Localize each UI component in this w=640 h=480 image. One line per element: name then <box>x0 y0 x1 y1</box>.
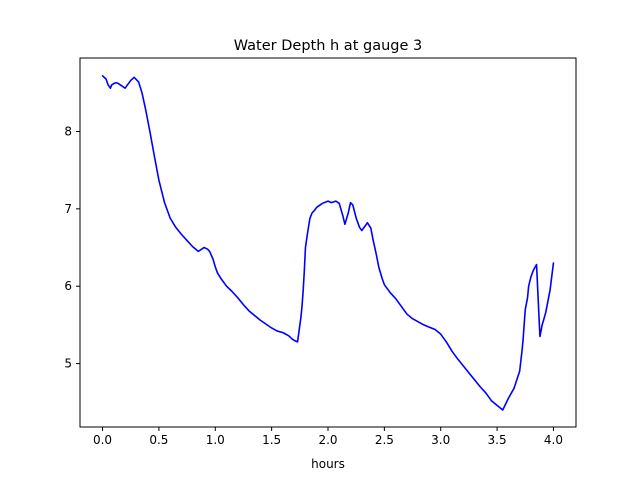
x-tick-label: 1.5 <box>262 433 281 447</box>
axis-ticks: 0.0 0.5 1.0 1.5 2.0 2.5 3.0 3.5 4.0 5 6 7 8 <box>64 124 563 447</box>
plot-frame <box>79 57 577 428</box>
y-tick-label: 6 <box>64 279 72 293</box>
x-tick-label: 0.0 <box>93 433 112 447</box>
x-tick-label: 2.0 <box>318 433 337 447</box>
x-tick-label: 3.0 <box>431 433 450 447</box>
y-tick-label: 8 <box>64 124 72 138</box>
x-axis-label: hours <box>311 457 345 471</box>
plot-area <box>101 74 555 411</box>
y-tick-label: 5 <box>64 357 72 371</box>
x-tick-label: 3.5 <box>488 433 507 447</box>
chart-title: Water Depth h at gauge 3 <box>234 38 422 54</box>
x-tick-label: 1.0 <box>206 433 225 447</box>
x-tick-label: 4.0 <box>544 433 563 447</box>
x-tick-label: 2.5 <box>375 433 394 447</box>
series-line-0 <box>101 74 555 411</box>
y-tick-label: 7 <box>64 202 72 216</box>
x-tick-label: 0.5 <box>149 433 168 447</box>
